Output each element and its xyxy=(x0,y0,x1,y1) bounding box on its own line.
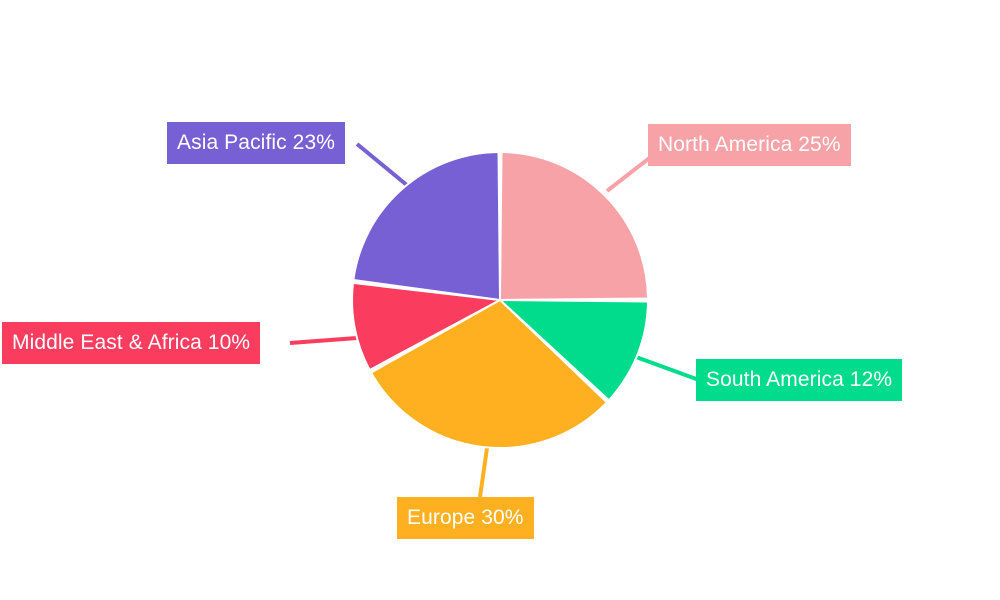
pie-slice-europe xyxy=(369,298,609,449)
pie-slice-north-america xyxy=(498,150,650,302)
pie-slice-asia-pacific xyxy=(352,150,502,302)
leader-line-south-america xyxy=(635,355,700,382)
leader-line-asia-pacific xyxy=(355,142,410,188)
slice-label-north-america: North America 25% xyxy=(648,124,851,166)
slice-label-south-america: South America 12% xyxy=(696,359,903,401)
slice-label-europe: Europe 30% xyxy=(397,497,534,539)
leader-line-north-america xyxy=(605,154,654,193)
pie-slice-group xyxy=(351,150,650,449)
pie-slice-south-america xyxy=(497,298,650,402)
slice-label-asia-pacific: Asia Pacific 23% xyxy=(167,122,346,164)
leader-line-middle-east-africa xyxy=(289,336,358,345)
leader-line-group xyxy=(289,142,700,498)
slice-label-middle-east-africa: Middle East & Africa 10% xyxy=(2,322,261,364)
leader-line-europe xyxy=(478,447,489,498)
pie-slice-middle-east-and-africa xyxy=(351,281,504,372)
